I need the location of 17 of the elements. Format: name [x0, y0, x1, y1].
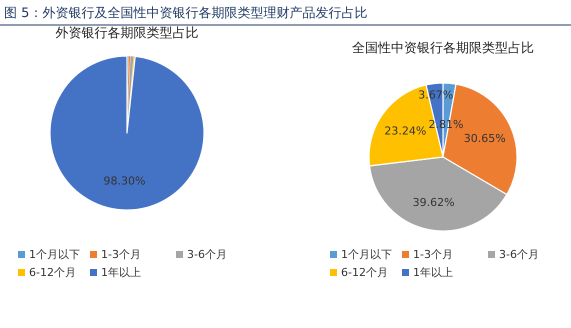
legend-label: 1个月以下 [341, 248, 392, 261]
legend-label: 6-12个月 [29, 266, 76, 279]
legend-label: 1年以上 [101, 266, 141, 279]
legend-label: 1-3个月 [101, 248, 141, 261]
legend-label: 3-6个月 [187, 248, 227, 261]
data-label: 39.62% [412, 196, 455, 209]
data-label: 23.24% [384, 124, 426, 138]
chart-title: 外资银行各期限类型占比 [56, 26, 198, 41]
data-label: 30.65% [464, 132, 506, 145]
legend-label: 1年以上 [413, 266, 453, 279]
caption: 图 5：外资银行及全国性中资银行各期限类型理财产品发行占比 [4, 6, 368, 21]
legend-label: 3-6个月 [499, 248, 539, 261]
legend-label: 6-12个月 [341, 266, 388, 279]
legend-label: 1个月以下 [29, 248, 80, 261]
chart-title: 全国性中资银行各期限类型占比 [352, 41, 534, 56]
legend-label: 1-3个月 [413, 248, 453, 261]
data-label: 98.30% [103, 174, 146, 188]
